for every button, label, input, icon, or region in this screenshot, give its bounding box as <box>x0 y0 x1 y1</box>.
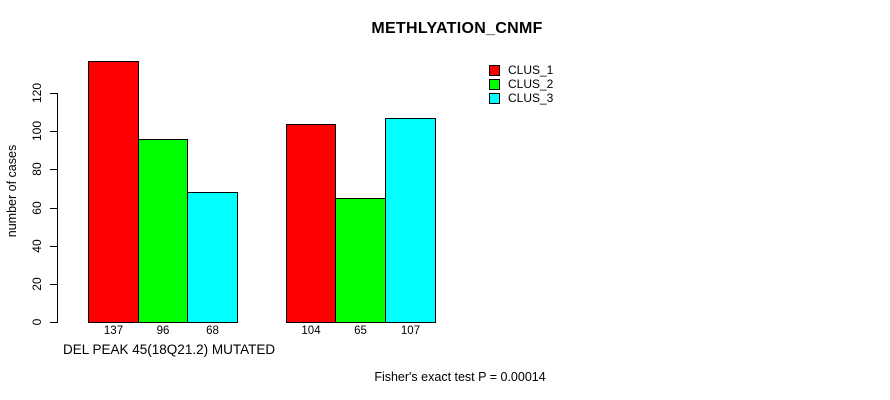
y-tick-label: 60 <box>30 201 44 215</box>
y-tick-mark <box>50 284 57 285</box>
bar-clus_3-group2 <box>385 118 436 323</box>
y-tick-label: 0 <box>30 318 44 326</box>
legend: CLUS_1 CLUS_2 CLUS_3 <box>489 64 553 106</box>
y-tick-label: 100 <box>30 120 44 142</box>
bar-clus_1-group1 <box>88 61 139 323</box>
bar-clus_2-group1 <box>138 139 188 323</box>
y-axis-line <box>57 93 58 323</box>
bar-value-label: 96 <box>156 325 170 337</box>
legend-label: CLUS_1 <box>508 63 554 77</box>
bar-value-label: 104 <box>301 325 321 337</box>
legend-label: CLUS_2 <box>508 77 554 91</box>
bar-value-label: 107 <box>400 325 421 337</box>
fisher-test-note: Fisher's exact test P = 0.00014 <box>374 370 546 384</box>
legend-swatch-clus_2 <box>489 78 500 90</box>
bar-value-label: 65 <box>354 325 367 337</box>
bar-clus_1-group2 <box>286 124 336 323</box>
y-tick-mark <box>50 208 57 209</box>
bar-value-label: 68 <box>206 325 219 337</box>
y-tick-mark <box>50 169 57 170</box>
y-tick-mark <box>50 246 57 247</box>
chart-title: METHLYATION_CNMF <box>371 20 543 37</box>
legend-swatch-clus_3 <box>489 92 500 104</box>
y-tick-label: 40 <box>30 239 44 253</box>
y-tick-mark <box>50 322 57 323</box>
y-tick-mark <box>50 131 57 132</box>
bar-value-label: 137 <box>103 325 124 337</box>
y-axis-title: number of cases <box>5 144 19 238</box>
y-tick-mark <box>50 93 57 94</box>
legend-swatch-clus_1 <box>489 64 500 76</box>
y-tick-label: 80 <box>30 162 44 176</box>
legend-row: CLUS_1 <box>489 64 553 76</box>
bar-clus_2-group2 <box>335 198 386 323</box>
legend-label: CLUS_3 <box>508 91 554 105</box>
y-tick-label: 20 <box>30 277 44 291</box>
bar-clus_3-group1 <box>187 192 238 323</box>
x-axis-label: DEL PEAK 45(18Q21.2) MUTATED <box>63 342 276 357</box>
legend-row: CLUS_3 <box>489 92 553 104</box>
legend-row: CLUS_2 <box>489 78 553 90</box>
y-tick-label: 120 <box>30 82 44 104</box>
